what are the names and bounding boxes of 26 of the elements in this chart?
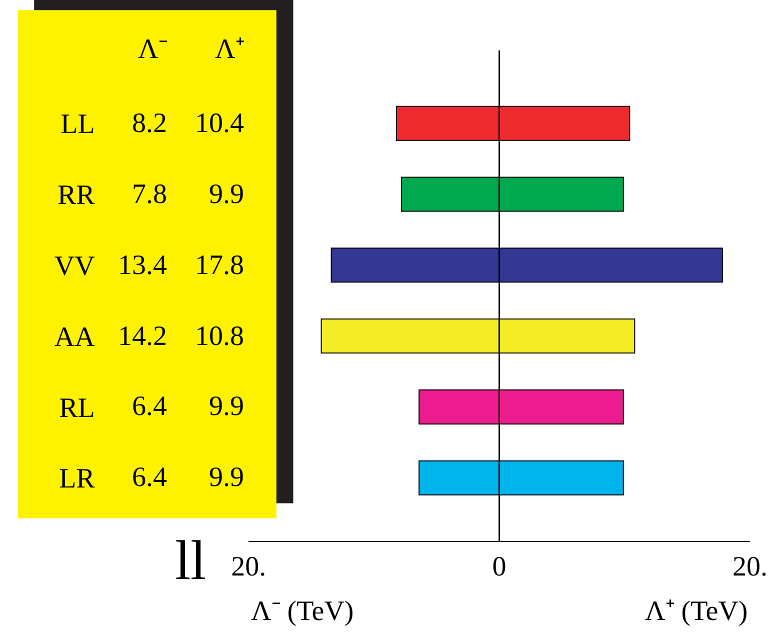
y-tick-label: RR	[58, 180, 96, 212]
text: Λ⁻	[138, 34, 168, 65]
text: 6.4	[132, 462, 167, 493]
text: 9.9	[209, 462, 244, 493]
x-axis-title: Λ⁻ (TeV)	[251, 596, 354, 627]
text: 9.9	[209, 179, 244, 210]
y-tick-label: LR	[59, 464, 96, 495]
text: 7.8	[132, 179, 167, 210]
text: 14.2	[118, 321, 167, 352]
x-tick-label: 0	[492, 552, 506, 583]
text: 9.9	[209, 391, 244, 422]
text: ll	[175, 530, 206, 592]
text: 8.2	[132, 108, 167, 139]
y-tick-label: VV	[54, 250, 95, 282]
text: Λ⁺ (TeV)	[645, 596, 748, 627]
text: 17.8	[195, 250, 244, 281]
x-tick-label: 20.	[231, 552, 266, 583]
text: 10.4	[195, 108, 244, 139]
text: Λ⁺	[215, 34, 244, 65]
x-tick-label: 20.	[732, 552, 768, 583]
text: 6.4	[132, 391, 167, 422]
y-tick-label: LL	[60, 109, 95, 140]
text: 13.4	[118, 250, 167, 281]
text: 10.8	[195, 321, 244, 352]
y-tick-label: RL	[59, 392, 95, 424]
y-tick-label: AA	[54, 322, 96, 353]
